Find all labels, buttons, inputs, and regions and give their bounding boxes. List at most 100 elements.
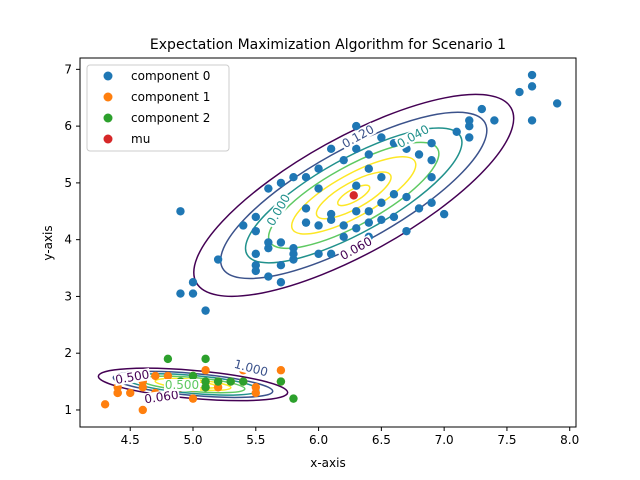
contour-label: 0.500 xyxy=(114,367,150,387)
point-component-0 xyxy=(339,155,348,165)
x-tick-label: 8.0 xyxy=(560,433,579,447)
contour-upper-level-5 xyxy=(315,171,392,220)
point-component-0 xyxy=(552,99,562,108)
point-component-2 xyxy=(188,371,198,381)
contour-label-background xyxy=(394,122,432,151)
point-component-0 xyxy=(527,70,537,80)
contour-label-background xyxy=(142,388,181,406)
contour-label-background xyxy=(339,122,377,151)
legend-label: mu xyxy=(131,132,150,146)
y-tick-label: 1 xyxy=(64,403,72,417)
contour-upper-level-1 xyxy=(219,111,488,280)
point-component-0 xyxy=(527,82,537,91)
point-component-2 xyxy=(289,394,298,403)
x-tick-label: 4.5 xyxy=(121,433,140,447)
chart-title: Expectation Maximization Algorithm for S… xyxy=(150,37,506,53)
point-component-0 xyxy=(314,164,323,173)
point-component-1 xyxy=(100,400,110,409)
point-component-0 xyxy=(276,238,286,247)
point-component-1 xyxy=(126,388,135,398)
point-component-0 xyxy=(326,144,336,154)
point-component-0 xyxy=(377,173,386,182)
x-tick-label: 7.5 xyxy=(497,433,516,447)
point-component-0 xyxy=(352,121,361,131)
y-tick-label: 3 xyxy=(64,289,72,303)
point-component-2 xyxy=(239,377,248,386)
point-component-0 xyxy=(402,192,411,202)
point-component-1 xyxy=(276,366,286,375)
point-component-1 xyxy=(201,366,210,375)
point-component-0 xyxy=(389,212,399,222)
contour-upper-level-2 xyxy=(244,127,463,264)
point-component-0 xyxy=(527,116,537,125)
contour-label-background xyxy=(232,357,270,379)
contour-label-background xyxy=(164,379,200,391)
point-component-0 xyxy=(339,232,348,242)
point-component-0 xyxy=(301,218,311,227)
y-tick-label: 6 xyxy=(64,119,72,133)
contour-upper-level-4 xyxy=(290,156,417,235)
point-component-0 xyxy=(352,207,361,216)
point-component-0 xyxy=(477,104,487,114)
point-component-0 xyxy=(402,226,411,236)
point-component-2 xyxy=(201,383,210,392)
y-axis-label: y-axis xyxy=(41,225,55,260)
legend-box xyxy=(86,64,230,152)
point-component-0 xyxy=(427,138,436,148)
point-component-0 xyxy=(515,87,524,97)
contour-label-background xyxy=(337,234,375,263)
point-component-0 xyxy=(377,133,386,142)
point-component-0 xyxy=(352,224,361,233)
legend-marker xyxy=(103,113,113,123)
point-component-0 xyxy=(352,181,361,190)
point-component-0 xyxy=(439,209,449,219)
point-component-2 xyxy=(163,354,173,364)
point-mu xyxy=(349,191,358,200)
legend-label: component 1 xyxy=(131,90,210,104)
contour-label-background xyxy=(264,191,293,229)
point-component-0 xyxy=(314,221,323,230)
legend-marker xyxy=(103,71,113,81)
point-component-0 xyxy=(452,127,461,136)
contour-label: 0.500 xyxy=(165,378,199,392)
legend: component 0 component 1 component 2 mu xyxy=(86,64,230,152)
point-component-1 xyxy=(188,394,198,403)
point-component-0 xyxy=(414,204,424,213)
point-component-0 xyxy=(289,173,298,182)
point-component-0 xyxy=(427,198,436,207)
point-component-0 xyxy=(264,238,273,247)
x-axis-ticks: 4.5 5.0 5.5 6.0 6.5 7.0 7.5 8.0 xyxy=(121,427,579,447)
point-component-0 xyxy=(276,278,286,287)
point-component-0 xyxy=(176,289,185,298)
point-component-0 xyxy=(251,249,260,259)
point-component-0 xyxy=(188,278,198,287)
point-component-1 xyxy=(113,388,122,398)
x-tick-label: 6.5 xyxy=(372,433,391,447)
point-component-0 xyxy=(176,207,185,216)
point-component-0 xyxy=(314,184,323,193)
x-tick-label: 6.0 xyxy=(309,433,328,447)
point-component-0 xyxy=(326,249,336,259)
point-component-0 xyxy=(239,221,248,230)
point-component-1 xyxy=(251,383,260,392)
point-component-0 xyxy=(389,190,399,199)
point-component-0 xyxy=(326,215,336,224)
point-component-0 xyxy=(251,226,260,236)
point-component-1 xyxy=(151,371,160,381)
point-component-0 xyxy=(364,207,374,216)
point-component-0 xyxy=(264,272,273,281)
y-axis-ticks: 1 2 3 4 5 6 7 xyxy=(64,62,80,417)
legend-marker xyxy=(103,134,113,144)
point-component-2 xyxy=(276,377,286,386)
point-component-0 xyxy=(301,204,311,213)
point-component-0 xyxy=(364,150,374,159)
point-component-0 xyxy=(276,261,286,270)
x-axis-label: x-axis xyxy=(310,456,345,470)
point-component-0 xyxy=(276,178,286,188)
y-tick-label: 4 xyxy=(64,233,72,247)
point-component-1 xyxy=(138,405,147,415)
point-component-0 xyxy=(264,184,273,193)
point-component-2 xyxy=(226,377,235,386)
legend-marker xyxy=(103,92,113,102)
